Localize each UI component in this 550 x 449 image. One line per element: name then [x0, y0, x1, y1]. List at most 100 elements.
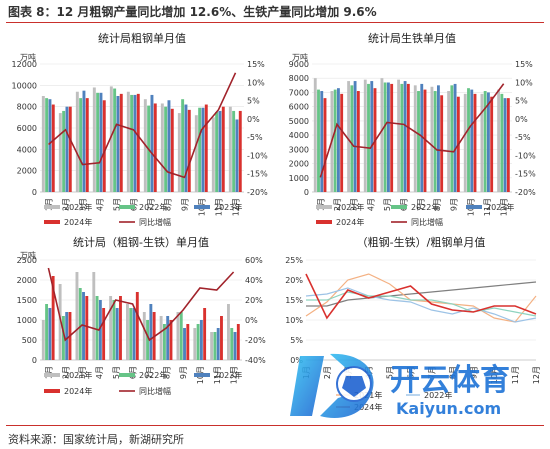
bar-pig-s2-10	[487, 92, 490, 192]
bar-crude-s2-8	[184, 104, 188, 192]
bar-crude-s1-9	[198, 107, 202, 192]
bar-diff-s2-1	[65, 312, 69, 360]
legend-label: 2023年	[214, 202, 242, 212]
y2-tick-label: -40%	[245, 356, 266, 365]
bar-crude-s1-3	[96, 92, 100, 192]
bar-pig-s0-9	[463, 93, 467, 192]
y2-tick-label: 60%	[245, 256, 263, 265]
bar-pig-s3-11	[506, 98, 510, 192]
y2-tick-label: 0%	[245, 316, 258, 325]
bar-pig-s2-7	[437, 85, 440, 192]
bar-crude-s0-10	[211, 117, 215, 192]
legend-label: 2023年	[486, 202, 514, 212]
y2-tick-label: 0%	[247, 115, 260, 124]
x-tick-label: 2月	[61, 366, 70, 379]
yoy-line-pig	[319, 83, 505, 178]
bar-crude-s1-10	[215, 112, 219, 192]
bar-crude-s1-2	[79, 98, 83, 192]
x-tick-label: 1月	[316, 198, 325, 211]
legend-label: 2021年	[64, 202, 92, 212]
bar-crude-s3-7	[170, 108, 174, 192]
legend-label: 同比增幅	[139, 217, 171, 227]
x-tick-label: 1月	[44, 366, 53, 379]
bar-pig-s3-10	[490, 96, 494, 192]
x-tick-label: 8月	[162, 366, 171, 379]
y-tick-label: 0	[304, 188, 309, 197]
yoy-line-crude	[47, 72, 237, 179]
bar-diff-s0-2	[75, 272, 79, 360]
y2-tick-label: 40%	[245, 276, 263, 285]
bar-crude-s2-2	[82, 90, 86, 192]
y2-tick-label: -20%	[245, 336, 266, 345]
bar-pig-s3-7	[440, 95, 444, 192]
y-tick-label: 1000	[289, 174, 309, 183]
legend-swatch	[44, 373, 60, 377]
x-tick-label: 5月	[386, 366, 395, 379]
bar-diff-s2-0	[48, 308, 52, 360]
legend-swatch	[119, 373, 135, 377]
bar-crude-s1-8	[181, 99, 185, 192]
bar-diff-s3-7	[169, 320, 173, 360]
y2-tick-label: -15%	[515, 170, 536, 179]
chart-title: 统计局生铁单月值	[368, 31, 456, 45]
bar-diff-s0-9	[193, 328, 197, 360]
bar-diff-s1-8	[179, 312, 183, 360]
bar-pig-s1-9	[467, 88, 470, 192]
legend-label: 2021年	[64, 370, 92, 380]
bar-pig-s2-2	[353, 81, 357, 192]
y2-tick-label: 15%	[247, 60, 265, 69]
y2-tick-label: 5%	[247, 97, 260, 106]
bar-diff-s0-10	[210, 332, 214, 360]
bar-diff-s1-9	[196, 324, 200, 360]
bar-crude-s0-1	[58, 113, 62, 192]
bar-diff-s1-5	[129, 308, 133, 360]
bar-diff-s1-3	[95, 296, 99, 360]
y-tick-label: 5000	[289, 117, 309, 126]
bar-pig-s2-5	[403, 81, 407, 192]
y-tick-label: 8000	[17, 103, 37, 112]
x-tick-label: 12月	[532, 366, 541, 384]
bar-diff-s2-9	[199, 320, 203, 360]
bar-pig-s1-11	[500, 93, 504, 192]
y-tick-label: 4000	[17, 145, 37, 154]
bar-crude-s3-2	[85, 98, 89, 192]
x-tick-label: 9月	[181, 198, 190, 211]
bar-diff-s0-4	[109, 296, 113, 360]
chart-title: 统计局（粗钢-生铁）单月值	[73, 235, 209, 249]
y-tick-label: 4000	[289, 131, 309, 140]
bar-pig-s2-11	[503, 98, 507, 192]
bar-crude-s0-4	[109, 86, 113, 192]
y-tick-label: 20%	[285, 276, 303, 285]
brand-logo	[290, 353, 374, 418]
x-tick-label: 5月	[383, 198, 392, 211]
x-tick-label: 4月	[366, 198, 375, 211]
x-tick-label: 8月	[433, 198, 442, 211]
bar-diff-s2-3	[98, 300, 102, 360]
bar-pig-s1-5	[400, 83, 404, 192]
figure-title: 图表 8：12 月粗钢产量同比增加 12.6%、生铁产量同比增加 9.6%	[8, 5, 377, 19]
bar-pig-s1-4	[383, 82, 387, 192]
legend-label: 同比增幅	[411, 217, 443, 227]
bar-crude-s2-4	[116, 96, 120, 192]
x-tick-label: 3月	[79, 198, 88, 211]
legend-label: 2021年	[336, 202, 364, 212]
bar-crude-s1-1	[62, 110, 66, 192]
x-tick-label: 5月	[112, 366, 121, 379]
bar-crude-s1-4	[113, 88, 117, 192]
bar-crude-s3-5	[136, 93, 140, 192]
y-tick-label: 2000	[17, 276, 37, 285]
bar-crude-s0-2	[75, 91, 79, 192]
y-tick-label: 3000	[289, 145, 309, 154]
x-tick-label: 6月	[407, 366, 416, 379]
bar-diff-s3-5	[135, 292, 139, 360]
y2-tick-label: 15%	[515, 60, 533, 69]
bar-pig-s1-8	[450, 85, 454, 192]
bar-crude-s0-9	[194, 115, 198, 192]
bar-crude-s0-7	[160, 103, 164, 192]
chart-title: 统计局粗钢单月值	[98, 32, 186, 45]
bar-crude-s3-0	[51, 104, 55, 192]
x-tick-label: 12月	[232, 198, 241, 216]
bar-diff-s1-11	[230, 328, 234, 360]
bar-diff-s2-7	[166, 316, 170, 360]
